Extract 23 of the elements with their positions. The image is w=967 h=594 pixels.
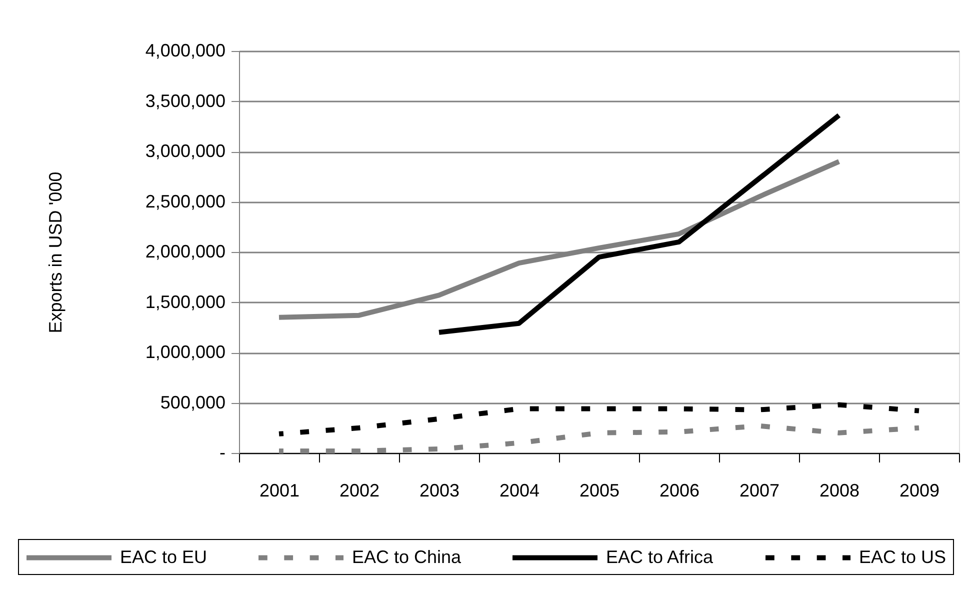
y-tick-label: 1,500,000	[145, 292, 226, 312]
x-tick-label: 2007	[739, 480, 780, 500]
legend-label: EAC to Africa	[606, 546, 714, 567]
y-tick-label: 3,500,000	[145, 90, 226, 111]
y-tick-label: 500,000	[160, 392, 226, 412]
legend-label: EAC to EU	[120, 546, 208, 567]
x-tick-label: 2008	[819, 480, 860, 500]
x-tick-label: 2005	[579, 480, 620, 500]
y-tick-label: 3,000,000	[145, 141, 226, 161]
y-tick-label: 2,500,000	[145, 191, 226, 212]
y-tick-label: 4,000,000	[145, 40, 226, 60]
legend-label: EAC to US	[859, 546, 946, 567]
x-tick-label: 2004	[499, 480, 540, 500]
y-tick-label: 2,000,000	[145, 242, 226, 262]
y-tick-label: 1,000,000	[145, 342, 226, 362]
x-tick-label: 2002	[339, 480, 380, 500]
y-tick-label: -	[220, 442, 226, 462]
legend-label: EAC to China	[352, 546, 462, 567]
y-axis-title: Exports in USD '000	[45, 172, 66, 334]
x-tick-label: 2006	[659, 480, 700, 500]
x-tick-label: 2003	[419, 480, 460, 500]
x-tick-label: 2001	[259, 480, 300, 500]
x-tick-label: 2009	[899, 480, 940, 500]
